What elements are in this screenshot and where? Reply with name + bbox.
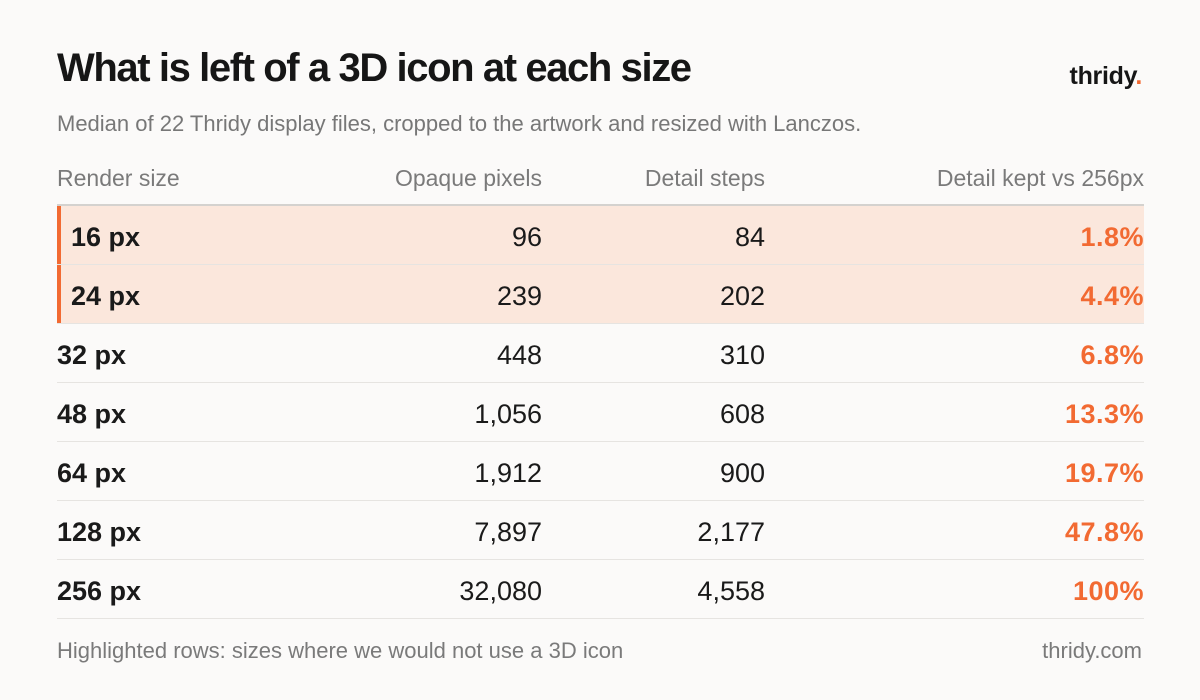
cell-opaque-pixels: 1,912 — [474, 458, 542, 488]
cell-detail-kept: 13.3% — [1064, 399, 1144, 429]
cell-opaque-pixels: 7,897 — [474, 517, 542, 547]
cell-render-size: 24 px — [71, 281, 141, 311]
data-table: Render size Opaque pixels Detail steps D… — [57, 155, 1144, 619]
cell-render-size: 48 px — [57, 399, 127, 429]
table-row: 24 px 239 202 4.4% — [57, 265, 1144, 324]
cell-opaque-pixels: 1,056 — [474, 399, 542, 429]
table-row: 48 px 1,056 608 13.3% — [57, 383, 1144, 442]
cell-detail-kept: 47.8% — [1064, 517, 1144, 547]
cell-opaque-pixels: 239 — [496, 281, 542, 311]
cell-detail-steps: 900 — [719, 458, 765, 488]
cell-detail-steps: 2,177 — [697, 517, 765, 547]
cell-render-size: 256 px — [57, 576, 142, 606]
cell-detail-steps: 608 — [719, 399, 765, 429]
cell-render-size: 16 px — [71, 222, 141, 252]
page-title: What is left of a 3D icon at each size — [57, 46, 692, 90]
cell-detail-steps: 202 — [719, 281, 765, 311]
brand-logo: thridy. — [1069, 62, 1143, 91]
cell-opaque-pixels: 96 — [511, 222, 542, 252]
page-subtitle: Median of 22 Thridy display files, cropp… — [57, 111, 862, 136]
cell-detail-kept: 4.4% — [1080, 281, 1144, 311]
cell-detail-kept: 19.7% — [1064, 458, 1144, 488]
site-url: thridy.com — [1042, 638, 1142, 663]
header-detail-steps: Detail steps — [644, 165, 765, 191]
brand-dot: . — [1135, 62, 1142, 90]
cell-render-size: 64 px — [57, 458, 127, 488]
header-render-size: Render size — [57, 165, 180, 191]
table-header: Render size Opaque pixels Detail steps D… — [57, 155, 1144, 206]
cell-detail-steps: 84 — [734, 222, 765, 252]
header-opaque-pixels: Opaque pixels — [394, 165, 542, 191]
table-row: 256 px 32,080 4,558 100% — [57, 560, 1144, 619]
brand-name: thridy — [1069, 62, 1136, 90]
header-detail-kept: Detail kept vs 256px — [936, 165, 1144, 191]
table-row: 32 px 448 310 6.8% — [57, 324, 1144, 383]
cell-opaque-pixels: 32,080 — [459, 576, 542, 606]
cell-detail-kept: 1.8% — [1080, 222, 1144, 252]
cell-opaque-pixels: 448 — [496, 340, 542, 370]
cell-detail-kept: 100% — [1072, 576, 1144, 606]
table-row: 64 px 1,912 900 19.7% — [57, 442, 1144, 501]
cell-render-size: 32 px — [57, 340, 127, 370]
table-row: 16 px 96 84 1.8% — [57, 206, 1144, 265]
cell-detail-steps: 310 — [719, 340, 765, 370]
cell-detail-kept: 6.8% — [1080, 340, 1144, 370]
table-body: 16 px 96 84 1.8% 24 px 239 202 4.4% 32 px 448 310 6… — [57, 206, 1144, 619]
table-row: 128 px 7,897 2,177 47.8% — [57, 501, 1144, 560]
footnote: Highlighted rows: sizes where we would n… — [57, 638, 624, 663]
cell-detail-steps: 4,558 — [697, 576, 765, 606]
cell-render-size: 128 px — [57, 517, 142, 547]
